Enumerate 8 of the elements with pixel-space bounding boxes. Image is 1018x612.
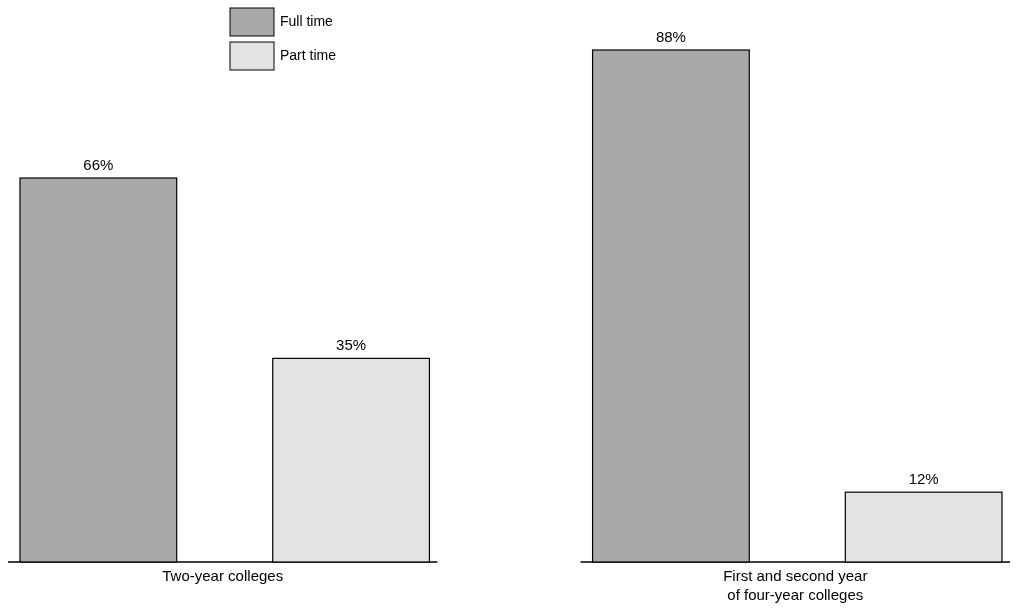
x-tick-label: Two-year colleges: [162, 567, 284, 584]
data-label: 66%: [83, 156, 114, 173]
data-label: 35%: [336, 336, 367, 354]
data-label: 88%: [655, 28, 686, 45]
data-label: 12%: [908, 470, 939, 488]
legend-label: Full time: [280, 12, 334, 29]
x-tick-label: First and second year of four-year colleges: [723, 567, 868, 603]
legend-label: Part time: [280, 46, 337, 63]
